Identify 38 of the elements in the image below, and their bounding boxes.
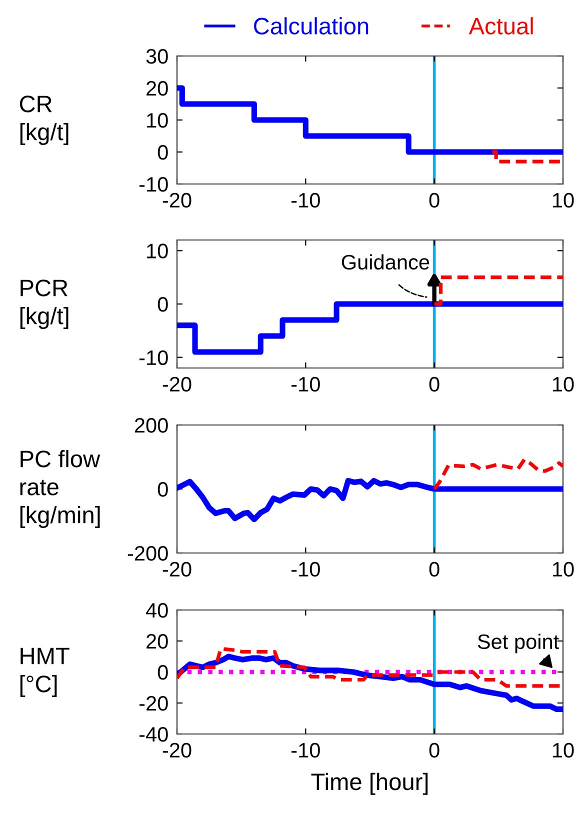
y-tick-label: 30: [146, 49, 168, 64]
y-tick-label: -10: [139, 177, 168, 192]
y-tick-label: 200: [134, 418, 168, 433]
x-tick-label: -10: [292, 562, 320, 577]
ref-line-label: Set point: [478, 634, 559, 654]
y-tick-label: 0: [158, 482, 168, 497]
y-tick-label: 0: [158, 145, 168, 160]
y-tick-label: -10: [139, 350, 168, 366]
y-axis-title: PCR [kg/t]: [20, 280, 68, 330]
y-axis-title: PC flow rate [kg/min]: [20, 450, 100, 528]
x-tick-label: 10: [553, 562, 574, 577]
x-tick-label: 0: [429, 376, 440, 392]
y-tick-label: 0: [158, 297, 168, 312]
x-tick-label: 10: [553, 376, 574, 392]
line-series: [432, 458, 563, 491]
x-tick-label: 10: [553, 192, 574, 208]
x-tick-label: 0: [429, 192, 440, 208]
y-tick-label: 10: [147, 113, 168, 128]
y-tick-label: -40: [139, 727, 168, 742]
y-tick-label: 0: [158, 665, 168, 680]
y-tick-label: -20: [139, 696, 168, 711]
legend-label: Actual: [468, 17, 533, 35]
y-axis-title: HMT [°C]: [20, 648, 70, 698]
y-axis-title: CR [kg/t]: [20, 96, 68, 146]
y-tick-label: 20: [146, 81, 168, 96]
legend-label: Calculation: [254, 17, 368, 35]
x-axis-title: Time [hour]: [311, 772, 428, 795]
x-tick-label: -10: [292, 376, 320, 392]
y-tick-label: 10: [147, 244, 168, 258]
x-tick-label: 10: [553, 742, 574, 758]
x-tick-label: 0: [429, 562, 440, 577]
x-tick-label: -10: [292, 742, 320, 758]
y-tick-label: 40: [146, 603, 168, 618]
y-tick-label: 20: [146, 634, 168, 649]
x-tick-label: -10: [292, 192, 320, 208]
y-tick-label: -200: [128, 546, 168, 561]
annotation: Guidance: [342, 254, 430, 270]
x-tick-label: 0: [429, 742, 440, 758]
